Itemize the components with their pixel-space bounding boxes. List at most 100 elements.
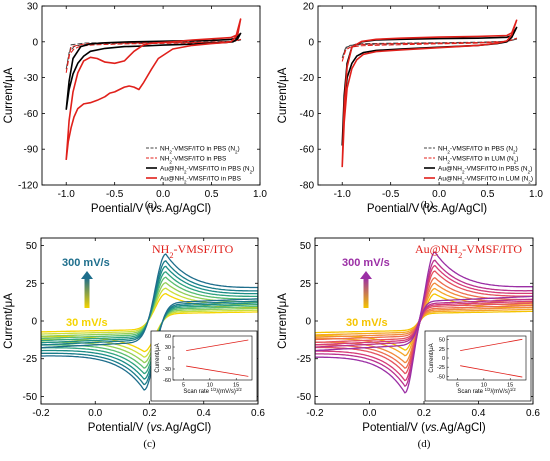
x-axis-label: Potential/V (vs.Ag/AgCl) xyxy=(362,422,486,434)
inset-y-axis-label: Current/μA xyxy=(155,343,161,372)
legend-entry: Au@NH2-VMSF/ITO in LUM (N2) xyxy=(438,175,533,184)
cv-curve-6 xyxy=(315,259,533,387)
panel-label: (d) xyxy=(418,438,431,450)
y-tick-label: 50 xyxy=(300,241,312,252)
inset-cathodic-fit xyxy=(460,365,523,378)
inset-y-axis-label: Current/μA xyxy=(429,343,435,372)
plot-area xyxy=(65,18,242,160)
y-axis-label: Current/μA xyxy=(3,293,15,349)
x-axis-label: Poential/V (vs.Ag/AgCl) xyxy=(367,203,487,215)
y-tick-label: 0 xyxy=(308,37,314,48)
legend-entry: NH2-VMSF/ITO in LUM (N2) xyxy=(438,155,518,164)
panel-a: -1.0 -0.5 0.0 0.5 1.0 -120 -90 -60 -30 0 30 Poentia… xyxy=(3,2,267,216)
x-tick-label: -0.5 xyxy=(382,189,400,200)
cv-curve-2 xyxy=(41,282,258,364)
scan-rate-arrow-head xyxy=(360,271,372,279)
legend-entry: NH2-VMSF/ITO in PBS xyxy=(160,155,227,164)
cv-curve-7 xyxy=(315,251,533,394)
legend-entry: Au@NH2-VMSF/ITO in PBS xyxy=(160,175,242,184)
x-tick-label: -0.2 xyxy=(32,408,50,419)
inset-plot: 5 10 15 -60 -30 0 30 60 Scan rate 1/2/(mV/s)1/2 C… xyxy=(150,330,258,402)
inset-anodic-fit xyxy=(460,338,523,352)
y-axis-label: Current/μA xyxy=(277,293,289,349)
y-tick-label: 0 xyxy=(305,317,311,328)
x-tick-label: 1.0 xyxy=(529,189,543,200)
inset-y-tick-label: -60 xyxy=(163,378,171,384)
legend: NH2-VMSF/ITO in PBS (N2)NH2-VMSF/ITO in … xyxy=(424,145,533,184)
panel-b: -1.0 -0.5 0.0 0.5 1.0 -80 -60 -40 -20 0 20 Poential… xyxy=(277,2,543,216)
y-tick-label: -90 xyxy=(24,145,39,156)
y-tick-label: 30 xyxy=(27,2,39,13)
inset-y-tick-label: 0 xyxy=(442,356,445,362)
legend-entry: Au@NH2-VMSF/ITO in PBS (N2) xyxy=(438,165,532,174)
cv-curve-6 xyxy=(41,260,258,386)
x-tick-label: 0.6 xyxy=(251,408,265,419)
inset-y-tick-label: 50 xyxy=(439,338,445,344)
inset-y-tick-label: 0 xyxy=(168,356,171,362)
x-tick-label: 1.0 xyxy=(253,189,267,200)
x-tick-label: 0.4 xyxy=(472,408,486,419)
series-line-3 xyxy=(65,18,242,160)
scan-rate-arrow-shaft xyxy=(363,278,369,308)
inset-x-tick-label: 10 xyxy=(481,383,487,389)
legend: NH2-VMSF/ITO in PBS (N2)NH2-VMSF/ITO in … xyxy=(146,145,254,184)
inset-anodic-fit xyxy=(186,339,249,352)
inset-y-tick-label: -30 xyxy=(163,367,171,373)
x-tick-label: 0.5 xyxy=(205,189,219,200)
y-tick-label: -60 xyxy=(300,145,315,156)
y-tick-label: -80 xyxy=(300,181,315,192)
cv-curve-5 xyxy=(315,264,533,382)
inset-frame xyxy=(424,330,532,402)
y-tick-label: 0 xyxy=(32,37,38,48)
x-axis-label: Potential/V (vs.Ag/AgCl) xyxy=(88,422,212,434)
scan-rate-arrow-head xyxy=(81,271,93,279)
x-tick-label: -0.2 xyxy=(306,408,324,419)
x-axis-label: Poential/V (vs.Ag/AgCl) xyxy=(91,203,211,215)
panel-label: (c) xyxy=(143,438,156,450)
inset-x-tick-label: 15 xyxy=(507,383,513,389)
legend-entry: NH2-VMSF/ITO in PBS (N2) xyxy=(438,145,518,154)
scan-rate-high-label: 300 mV/s xyxy=(342,257,390,269)
x-tick-label: 0.0 xyxy=(363,408,377,419)
inset-y-tick-label: 30 xyxy=(165,345,171,351)
x-tick-label: -1.0 xyxy=(334,189,352,200)
plot-area xyxy=(315,251,533,394)
series-line-2 xyxy=(65,32,242,110)
x-tick-label: -1.0 xyxy=(58,189,76,200)
scan-rate-arrow-shaft xyxy=(84,278,90,308)
panel-annotation: Au@NH2-VMSF/ITO xyxy=(415,242,522,260)
plot-frame xyxy=(317,5,537,186)
cv-curve-2 xyxy=(315,282,533,364)
series-line-1 xyxy=(341,37,518,62)
y-tick-label: -30 xyxy=(24,73,39,84)
scan-rate-low-label: 30 mV/s xyxy=(66,317,108,329)
x-tick-label: 0.6 xyxy=(526,408,540,419)
cv-curve-4 xyxy=(315,270,533,375)
inset-y-tick-label: 25 xyxy=(439,347,445,353)
cv-curve-4 xyxy=(41,271,258,375)
y-tick-label: -20 xyxy=(300,73,315,84)
x-tick-label: -0.5 xyxy=(106,189,124,200)
inset-x-tick-label: 5 xyxy=(456,383,459,389)
cv-curve-3 xyxy=(41,276,258,369)
panel-label: (a) xyxy=(145,199,158,211)
x-tick-label: 0.0 xyxy=(88,408,102,419)
y-tick-label: -50 xyxy=(297,392,312,403)
x-tick-label: 0.2 xyxy=(417,408,431,419)
inset-frame xyxy=(150,330,258,402)
y-tick-label: 25 xyxy=(300,279,312,290)
panel-annotation: NH2-VMSF/ITO xyxy=(152,242,234,260)
legend-entry: Au@NH2-VMSF/ITO in PBS (N2) xyxy=(160,165,254,174)
y-tick-label: -25 xyxy=(297,354,312,365)
inset-cathodic-fit xyxy=(186,365,249,377)
y-tick-label: -120 xyxy=(18,181,38,192)
x-tick-label: 0.0 xyxy=(156,189,170,200)
inset-x-axis-label: Scan rate 1/2/(mV/s)1/2 xyxy=(457,387,516,396)
inset-x-tick-label: 15 xyxy=(233,383,239,389)
scan-rate-low-label: 30 mV/s xyxy=(346,317,388,329)
plot-area xyxy=(341,19,518,168)
inset-x-tick-label: 5 xyxy=(182,383,185,389)
cv-curve-1 xyxy=(315,287,533,357)
plot-frame xyxy=(41,5,261,186)
